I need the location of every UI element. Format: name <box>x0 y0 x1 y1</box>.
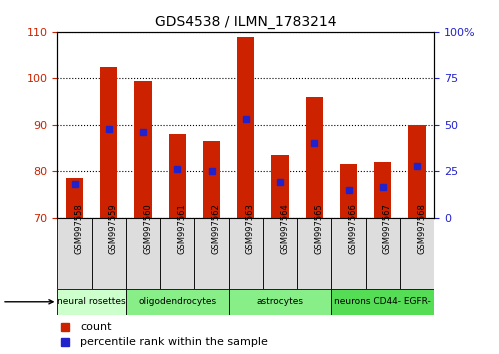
Text: oligodendrocytes: oligodendrocytes <box>138 297 217 306</box>
Text: GSM997568: GSM997568 <box>417 203 426 254</box>
Bar <box>297 218 331 289</box>
Bar <box>229 218 263 289</box>
Bar <box>195 218 229 289</box>
Text: GSM997558: GSM997558 <box>74 203 83 254</box>
Bar <box>57 218 92 289</box>
Text: cell type: cell type <box>0 297 53 307</box>
Bar <box>92 218 126 289</box>
Text: GSM997563: GSM997563 <box>246 203 255 254</box>
Title: GDS4538 / ILMN_1783214: GDS4538 / ILMN_1783214 <box>155 16 336 29</box>
Bar <box>169 134 186 218</box>
Text: astrocytes: astrocytes <box>256 297 303 306</box>
Bar <box>237 36 254 218</box>
Text: percentile rank within the sample: percentile rank within the sample <box>80 337 268 348</box>
Bar <box>100 67 117 218</box>
Bar <box>271 155 288 218</box>
Text: GSM997560: GSM997560 <box>143 203 152 254</box>
Bar <box>263 218 297 289</box>
Bar <box>331 218 366 289</box>
Text: neurons CD44- EGFR-: neurons CD44- EGFR- <box>334 297 431 306</box>
Bar <box>57 289 126 315</box>
Bar <box>409 125 426 218</box>
Text: GSM997567: GSM997567 <box>383 203 392 254</box>
Bar <box>374 162 391 218</box>
Bar <box>160 218 195 289</box>
Text: GSM997565: GSM997565 <box>314 203 323 254</box>
Text: neural rosettes: neural rosettes <box>57 297 126 306</box>
Bar <box>366 218 400 289</box>
Bar <box>340 164 357 218</box>
Bar <box>66 178 83 218</box>
Text: count: count <box>80 321 111 332</box>
Bar <box>400 218 434 289</box>
Bar <box>203 141 220 218</box>
Bar <box>306 97 323 218</box>
Text: GSM997561: GSM997561 <box>177 203 186 254</box>
Bar <box>126 289 229 315</box>
Bar <box>126 218 160 289</box>
Bar <box>229 289 331 315</box>
Bar <box>331 289 434 315</box>
Text: GSM997564: GSM997564 <box>280 203 289 254</box>
Bar <box>134 81 152 218</box>
Text: GSM997559: GSM997559 <box>109 203 118 254</box>
Text: GSM997562: GSM997562 <box>212 203 221 254</box>
Text: GSM997566: GSM997566 <box>348 203 357 254</box>
